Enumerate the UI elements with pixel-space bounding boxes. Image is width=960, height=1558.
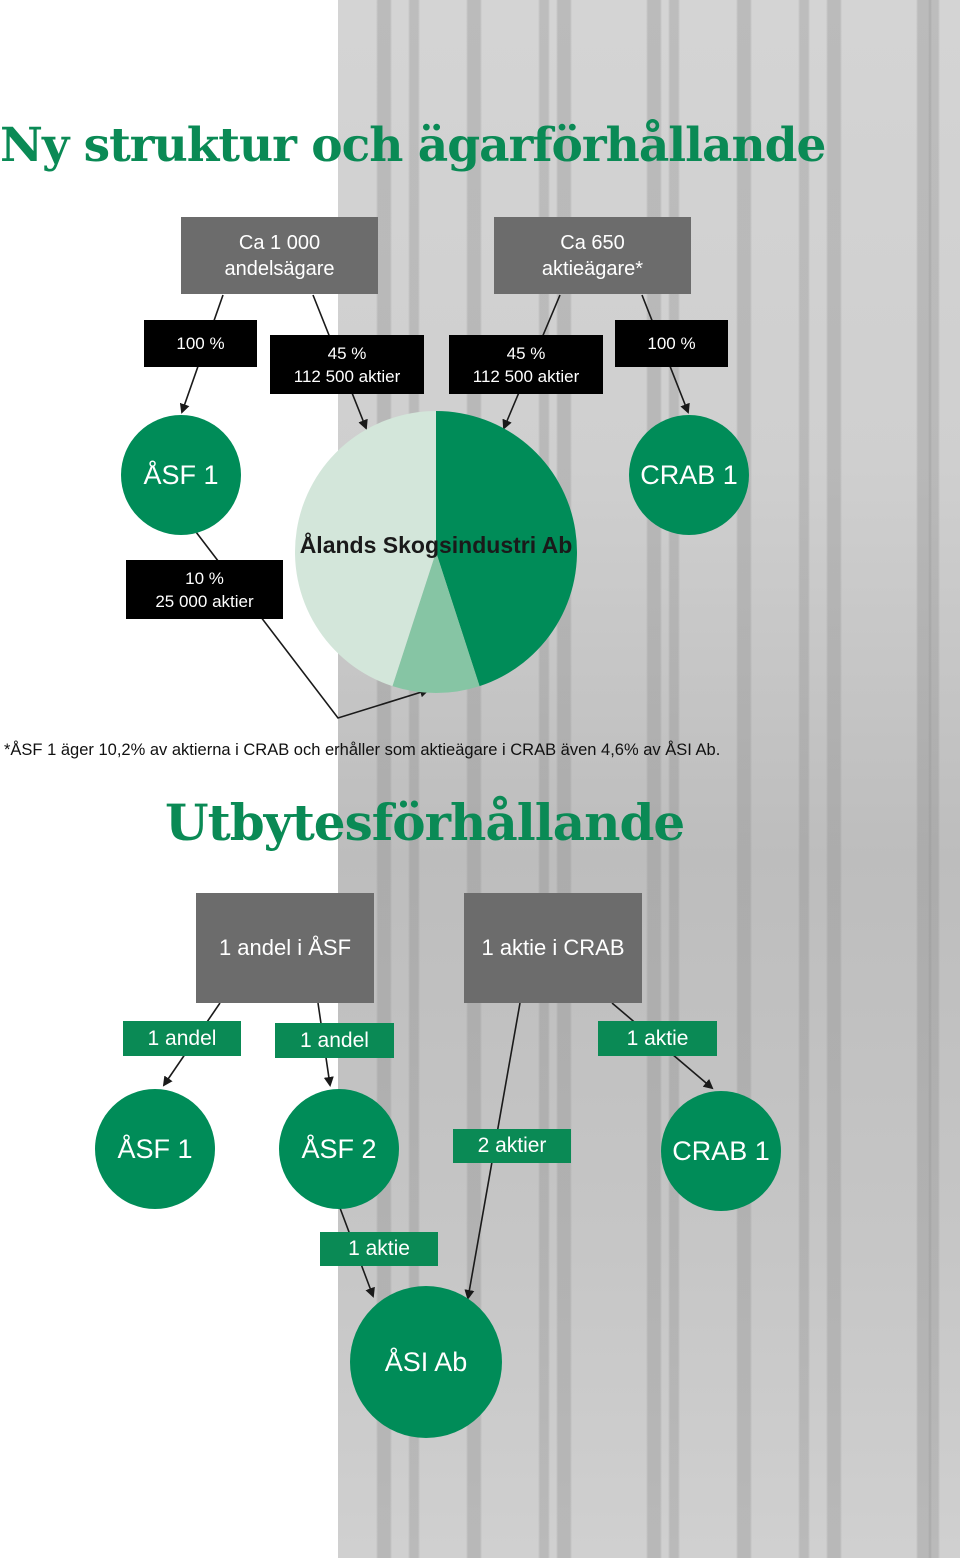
circle-crab1: CRAB 1 <box>629 415 749 535</box>
stake-right-line2: 112 500 aktier <box>472 366 580 386</box>
owners-left-line1: Ca 1 000 <box>238 231 321 254</box>
stake-badge-right: 45 % 112 500 aktier <box>449 335 603 394</box>
label-andel-2-text: 1 andel <box>300 1028 369 1052</box>
footnote: *ÅSF 1 äger 10,2% av aktierna i CRAB och… <box>4 741 721 759</box>
stake-badge-asf1: 10 % 25 000 aktier <box>126 560 283 619</box>
stake-left-line2: 112 500 aktier <box>293 366 401 386</box>
box-andel-asf: 1 andel i ÅSF <box>196 893 374 1003</box>
owners-box-andelsagare: Ca 1 000 andelsägare <box>181 217 378 294</box>
circle-asi-ab: ÅSI Ab <box>350 1286 502 1438</box>
circle-asf1-exchange: ÅSF 1 <box>95 1089 215 1209</box>
label-aktie-crab: 1 aktie <box>598 1021 717 1056</box>
label-aktie-asf2-text: 1 aktie <box>348 1237 410 1260</box>
circle-asf1-exchange-label: ÅSF 1 <box>117 1133 193 1164</box>
pct-right-text: 100 % <box>647 334 696 353</box>
pct-badge-right: 100 % <box>615 320 728 367</box>
label-aktie-crab-text: 1 aktie <box>626 1026 689 1050</box>
circle-asf2-label: ÅSF 2 <box>301 1133 377 1164</box>
owners-left-line2: andelsägare <box>224 257 335 280</box>
box-aktie-crab: 1 aktie i CRAB <box>464 893 642 1003</box>
box-aktie-crab-label: 1 aktie i CRAB <box>481 935 625 960</box>
circle-crab1-exchange: CRAB 1 <box>661 1091 781 1211</box>
page-title: Ny struktur och ägarförhållande <box>0 118 826 173</box>
label-aktie-asf2: 1 aktie <box>320 1232 438 1266</box>
pie-slice-1 <box>392 552 480 693</box>
stake-asf1-line1: 10 % <box>185 568 224 588</box>
circle-asf1: ÅSF 1 <box>121 415 241 535</box>
label-andel-1: 1 andel <box>123 1021 241 1056</box>
box-andel-asf-label: 1 andel i ÅSF <box>218 935 352 960</box>
section-title-exchange: Utbytesförhållande <box>165 793 685 852</box>
circle-asi-ab-label: ÅSI Ab <box>384 1346 468 1377</box>
owners-right-line2: aktieägare* <box>541 257 644 280</box>
circle-asf2: ÅSF 2 <box>279 1089 399 1209</box>
label-2-aktier: 2 aktier <box>453 1129 571 1163</box>
circle-crab1-label: CRAB 1 <box>640 459 738 490</box>
pct-left-text: 100 % <box>176 334 225 353</box>
circle-crab1-exchange-label: CRAB 1 <box>672 1135 770 1166</box>
label-andel-1-text: 1 andel <box>147 1026 217 1050</box>
stake-asf1-line2: 25 000 aktier <box>155 591 254 611</box>
stake-left-line1: 45 % <box>327 343 367 363</box>
pie-slice-0 <box>294 411 436 687</box>
pie-title: Ålands Skogsindustri Ab <box>300 531 573 558</box>
pie-slice-2 <box>436 411 577 687</box>
stake-badge-left: 45 % 112 500 aktier <box>270 335 424 394</box>
owners-right-line1: Ca 650 <box>560 231 625 254</box>
label-2-aktier-text: 2 aktier <box>477 1134 547 1157</box>
circle-asf1-label: ÅSF 1 <box>143 459 219 490</box>
label-andel-2: 1 andel <box>275 1023 394 1058</box>
pct-badge-left: 100 % <box>144 320 257 367</box>
stake-right-line1: 45 % <box>506 343 546 363</box>
owners-box-aktieagare: Ca 650 aktieägare* <box>494 217 691 294</box>
